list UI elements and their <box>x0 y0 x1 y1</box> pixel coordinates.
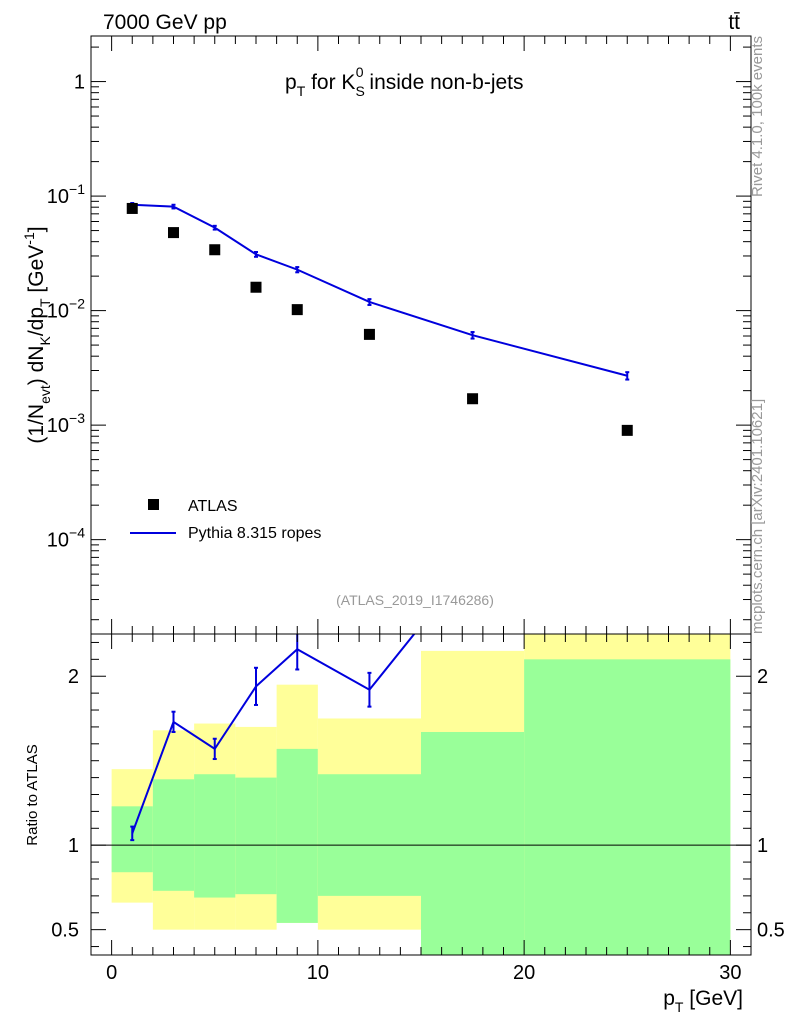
legend-atlas-label: ATLAS <box>188 498 238 515</box>
ratio-x-tick-label: 30 <box>719 962 741 984</box>
main-frame <box>90 35 752 635</box>
main-y-axis-title: (1/Nevt) dNK/dpT [GeV-1] <box>21 226 53 443</box>
main-y-tick-exponent: −2 <box>69 296 85 312</box>
ratio-y-tick-label-right: 1 <box>757 835 768 857</box>
xlabel-T: T <box>675 999 684 1015</box>
main-y-tick-exponent: −1 <box>69 181 85 197</box>
ylabel-c: /dp <box>25 307 48 336</box>
atlas-data-point <box>621 424 633 436</box>
xlabel-unit: [GeV] <box>683 987 743 1010</box>
title-rest: inside non-b-jets <box>364 71 524 94</box>
main-y-tick-exponent: −4 <box>69 525 85 541</box>
ratio-y-tick-label-right: 2 <box>757 666 768 688</box>
main-axis-ticks: 110−110−210−310−4 <box>47 36 751 634</box>
ratio-axis-ticks: 0 10 20 30 0.5 0.5 1 1 2 2 <box>51 634 785 984</box>
main-series <box>126 202 633 436</box>
ratio-y-tick-label: 1 <box>68 835 79 857</box>
pythia-line <box>132 203 628 377</box>
title-mid: for K <box>305 71 355 94</box>
ylabel-K: K <box>37 336 53 346</box>
ylabel-m1: -1 <box>21 232 37 245</box>
main-y-tick-label: 10−4 <box>47 525 85 552</box>
x-axis-title: pT [GeV] <box>663 987 743 1015</box>
main-y-tick-label: 1 <box>74 72 85 94</box>
main-y-tick-mantissa: 1 <box>74 72 85 94</box>
rivet-label: Rivet 4.1.0, 100k events <box>749 36 766 197</box>
main-y-tick-mantissa: 10 <box>47 415 69 437</box>
legend: ATLAS Pythia 8.315 ropes <box>130 498 321 542</box>
ylabel-d: [GeV <box>25 245 48 299</box>
main-y-tick-mantissa: 10 <box>47 186 69 208</box>
ratio-band-green <box>276 748 318 923</box>
mcplots-label: mcplots.cern.ch [arXiv:2401.10621] <box>749 399 766 634</box>
energy-label: 7000 GeV pp <box>103 11 227 34</box>
ratio-band-green <box>421 731 525 955</box>
main-y-tick-label: 10−1 <box>47 181 85 208</box>
main-y-tick-mantissa: 10 <box>47 530 69 552</box>
atlas-data-point <box>250 281 262 293</box>
title-p: p <box>285 71 297 94</box>
legend-pythia-label: Pythia 8.315 ropes <box>188 525 321 542</box>
plot-title: pT for KS 0 inside non-b-jets <box>285 64 524 99</box>
atlas-data-point <box>126 202 138 214</box>
atlas-data-point <box>291 304 303 316</box>
main-y-tick-mantissa: 10 <box>47 301 69 323</box>
ylabel-T: T <box>37 298 53 307</box>
analysis-label: (ATLAS_2019_I1746286) <box>336 592 494 608</box>
ratio-x-tick-label: 0 <box>106 962 117 984</box>
title-S: S <box>355 83 364 99</box>
atlas-data-point <box>467 393 479 405</box>
title-T: T <box>297 83 306 99</box>
ylabel-evt: evt <box>37 385 53 404</box>
atlas-data-point <box>168 227 179 239</box>
main-y-tick-label: 10−3 <box>47 410 85 437</box>
main-y-tick-exponent: −3 <box>69 410 85 426</box>
ratio-x-tick-label: 20 <box>513 962 535 984</box>
ratio-y-tick-label: 0.5 <box>51 920 79 942</box>
atlas-data-point <box>209 244 221 256</box>
legend-atlas-marker <box>148 499 159 510</box>
ratio-x-tick-label: 10 <box>307 962 329 984</box>
process-label: tt̄ <box>728 11 740 34</box>
title-zero: 0 <box>356 64 364 80</box>
ylabel-b: ) dN <box>25 346 48 386</box>
ratio-band-green <box>524 659 731 955</box>
ratio-band-green <box>317 774 421 896</box>
ratio-band-green <box>194 774 236 898</box>
ratio-band-green <box>152 779 195 891</box>
main-y-tick-label: 10−2 <box>47 296 85 323</box>
ratio-band-green <box>235 777 277 895</box>
ylabel-e: ] <box>25 226 48 232</box>
ratio-uncertainty-bands <box>111 634 731 955</box>
ratio-y-axis-title: Ratio to ATLAS <box>24 744 41 845</box>
ylabel-a: (1/N <box>25 404 48 444</box>
xlabel-p: p <box>663 987 675 1010</box>
ratio-y-tick-label: 2 <box>68 666 79 688</box>
ratio-y-tick-label-right: 0.5 <box>757 920 785 942</box>
atlas-data-point <box>363 328 375 340</box>
